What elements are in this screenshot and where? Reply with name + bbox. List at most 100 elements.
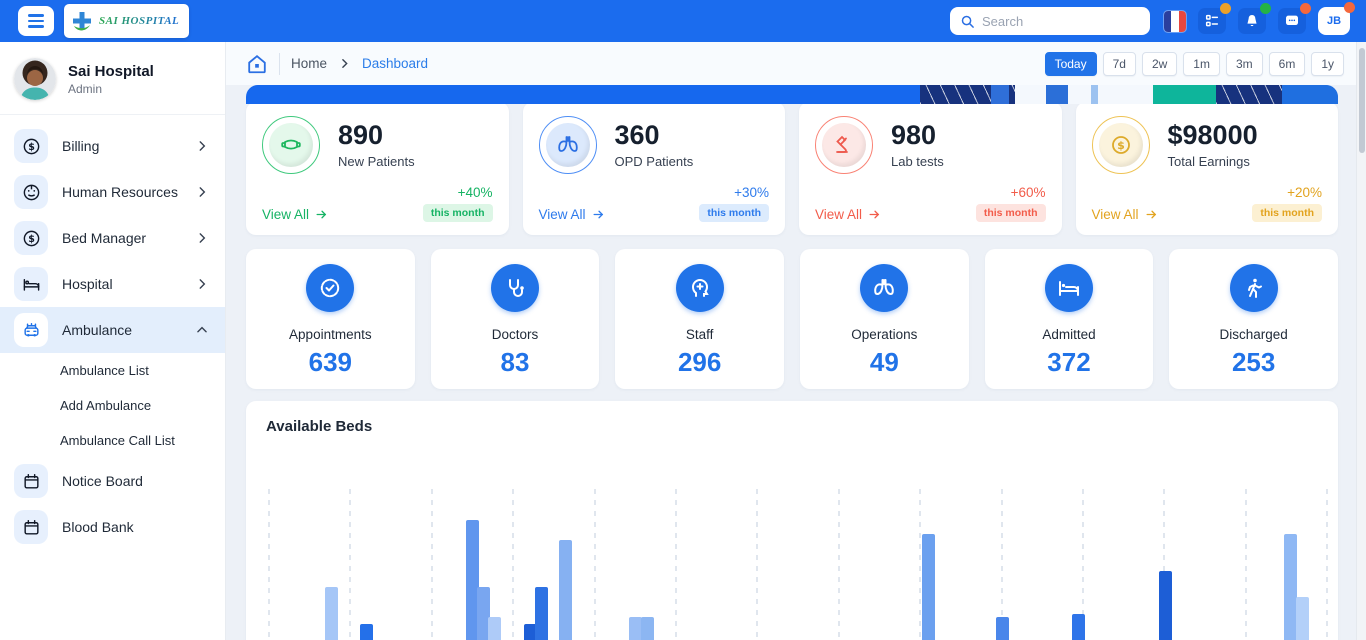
sidebar-subitem-add-ambulance[interactable]: Add Ambulance [60,398,152,413]
metric-card-staff[interactable]: Staff 296 [615,249,784,389]
ambulance-icon [14,313,48,347]
filter-7d[interactable]: 7d [1102,51,1136,76]
hamburger-menu-button[interactable] [18,6,54,36]
chart-bar [1072,614,1085,640]
sidebar-subitem-ambulance-list[interactable]: Ambulance List [60,363,149,378]
chart-bar [466,520,479,640]
bed-icon [14,267,48,301]
chart-gridline [1244,489,1247,640]
view-all-link[interactable]: View All [539,207,605,222]
view-all-link[interactable]: View All [815,207,881,222]
metric-card-discharged[interactable]: Discharged 253 [1169,249,1338,389]
sidebar-item-human-resources[interactable]: Human Resources [0,169,225,215]
stat-period-badge: this month [422,204,493,222]
metric-card-appointments[interactable]: Appointments 639 [246,249,415,389]
logo-text: SAI HOSPITAL [99,15,180,27]
chart-gridline [1163,489,1166,640]
avatar [14,58,56,100]
breadcrumb-home[interactable]: Home [291,56,328,71]
filter-1y[interactable]: 1y [1311,51,1344,76]
chart-bar [535,587,548,640]
bed-icon [1044,264,1093,312]
logo[interactable]: SAI HOSPITAL [64,4,190,38]
metric-card-operations[interactable]: Operations 49 [800,249,969,389]
chart-bar [641,617,654,640]
profile-button[interactable]: JB [1318,2,1355,35]
metric-label: Operations [851,327,918,342]
arrow-right-icon [1146,210,1156,219]
filter-3m[interactable]: 3m [1225,51,1263,76]
metric-label: Staff [685,327,714,342]
svg-text:$: $ [28,233,35,244]
messages-button[interactable] [1278,3,1311,34]
breadcrumb-current[interactable]: Dashboard [362,56,429,71]
notifications-badge [1260,3,1271,14]
lungs-icon [538,116,597,174]
chart-gridline [1082,489,1084,640]
profile-initials: JB [1326,15,1342,27]
sidebar-item-bed-manager[interactable]: $ Bed Manager [0,215,225,261]
chart-gridline [675,489,677,640]
metric-value: 49 [869,347,899,377]
filter-1m[interactable]: 1m [1183,51,1220,76]
chart-gridline [430,489,433,640]
face-mask-icon [262,116,320,174]
dollar-circle-icon: $ [14,221,48,255]
language-flag-button[interactable] [1164,10,1186,32]
scrollbar-thumb[interactable] [1359,48,1365,153]
chart-gridline [837,489,840,640]
vertical-scrollbar[interactable] [1356,42,1366,640]
available-beds-chart-card: Available Beds [246,401,1338,640]
chart-gridline [756,489,759,640]
badge-check-icon [306,264,355,312]
chart-bar [325,587,338,640]
view-all-link[interactable]: View All [262,207,328,222]
lungs-icon [860,264,909,312]
stat-change: +30% [734,185,769,200]
metric-value: 83 [500,347,530,377]
stat-card: 980 Lab tests View All +60% this month [799,102,1062,235]
metric-value: 253 [1231,347,1276,377]
metric-card-admitted[interactable]: Admitted 372 [984,249,1154,389]
sidebar-nav: $ Billing Human Resources $ Bed Manager [0,115,225,550]
sidebar-item-ambulance[interactable]: Ambulance [0,307,225,353]
decorative-banner [246,85,1338,104]
metric-card-doctors[interactable]: Doctors 83 [430,249,600,389]
stat-period-badge: this month [1252,204,1322,222]
stat-period-badge: this month [699,204,769,222]
profile-role: Admin [68,81,103,96]
metric-label: Discharged [1219,327,1288,342]
tasks-button[interactable] [1198,3,1231,34]
stat-period-badge: this month [975,204,1046,222]
arrow-right-icon [316,210,327,219]
chart-bar [922,534,935,640]
sidebar-item-billing[interactable]: $ Billing [0,123,225,169]
breadcrumb-divider [279,52,280,75]
profile-badge [1344,2,1355,13]
chart-gridline [1000,489,1003,640]
filter-today[interactable]: Today [1044,51,1097,76]
search-input[interactable] [982,13,1122,29]
sidebar-item-hospital[interactable]: Hospital [0,261,225,307]
stat-label: Lab tests [891,154,944,170]
head-plus-icon [675,264,724,312]
arrow-right-icon [869,210,880,219]
chart-bar [559,540,572,640]
view-all-link[interactable]: View All [1092,207,1158,222]
filter-2w[interactable]: 2w [1141,51,1178,76]
stat-card: 360 OPD Patients View All +30% this mont… [522,102,785,235]
chart-bar [1159,571,1172,640]
sidebar-profile[interactable]: Sai Hospital Admin [0,42,225,115]
notifications-icon [1244,13,1260,29]
sidebar-subitem-ambulance-call-list[interactable]: Ambulance Call List [60,433,175,448]
sidebar-item-notice-board[interactable]: Notice Board [0,458,225,504]
notifications-button[interactable] [1238,3,1271,34]
search-box[interactable] [950,7,1150,35]
home-icon[interactable] [246,53,268,75]
filter-6m[interactable]: 6m [1268,51,1306,76]
microscope-icon [815,116,873,174]
sidebar-item-blood-bank[interactable]: Blood Bank [0,504,225,550]
stat-label: OPD Patients [614,154,694,170]
chart-bar [629,617,642,640]
stat-card: $ $98000 Total Earnings View All +20% th… [1075,102,1338,235]
